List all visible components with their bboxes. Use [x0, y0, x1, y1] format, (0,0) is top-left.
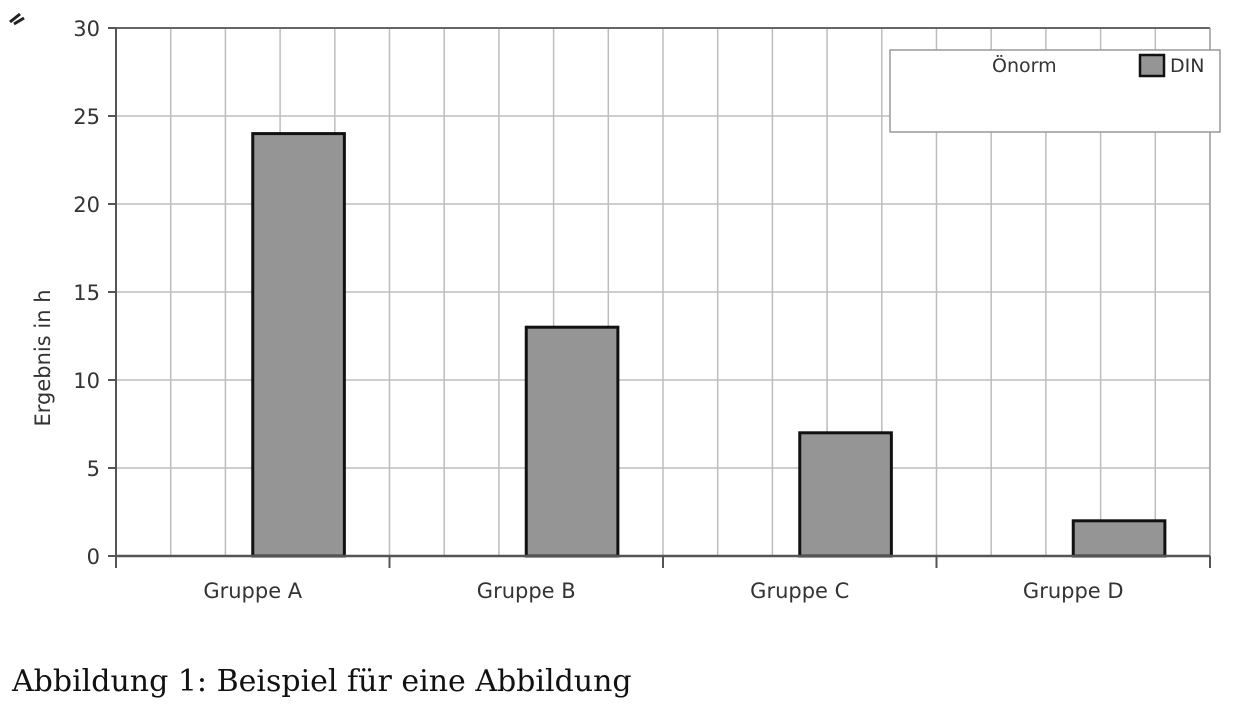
y-tick-label: 5 — [87, 457, 100, 481]
legend-entry-din: DIN — [1170, 55, 1204, 77]
y-axis-title: Ergebnis in h — [31, 289, 55, 426]
legend-entry-onorm: Önorm — [992, 54, 1057, 77]
bars — [251, 132, 1167, 558]
figure-caption: Abbildung 1: Beispiel für eine Abbildung — [12, 664, 632, 699]
legend: Önorm DIN — [889, 49, 1221, 133]
y-tick-label: 25 — [73, 105, 100, 129]
bar-gruppe-d — [1071, 519, 1167, 558]
x-tick-label: Gruppe D — [1023, 579, 1124, 603]
y-tick-label: 10 — [73, 369, 100, 393]
y-tick-label: 20 — [73, 193, 100, 217]
gridlines — [116, 27, 1210, 556]
x-tick-label: Gruppe B — [477, 579, 576, 603]
x-tick-labels: Gruppe A Gruppe B Gruppe C Gruppe D — [115, 556, 1211, 603]
bar-gruppe-b — [524, 325, 620, 558]
y-tick-label: 0 — [87, 545, 100, 569]
x-tick-label: Gruppe A — [203, 579, 302, 603]
y-tick-label: 15 — [73, 281, 100, 305]
x-tick-label: Gruppe C — [750, 579, 849, 603]
legend-swatch-din — [1138, 53, 1166, 78]
corner-mark-icon — [9, 12, 25, 26]
y-tick-label: 30 — [73, 17, 100, 41]
bar-gruppe-a — [251, 132, 346, 558]
bar-gruppe-c — [798, 431, 893, 558]
y-tick-labels: 0 5 10 15 20 25 30 — [73, 17, 116, 569]
